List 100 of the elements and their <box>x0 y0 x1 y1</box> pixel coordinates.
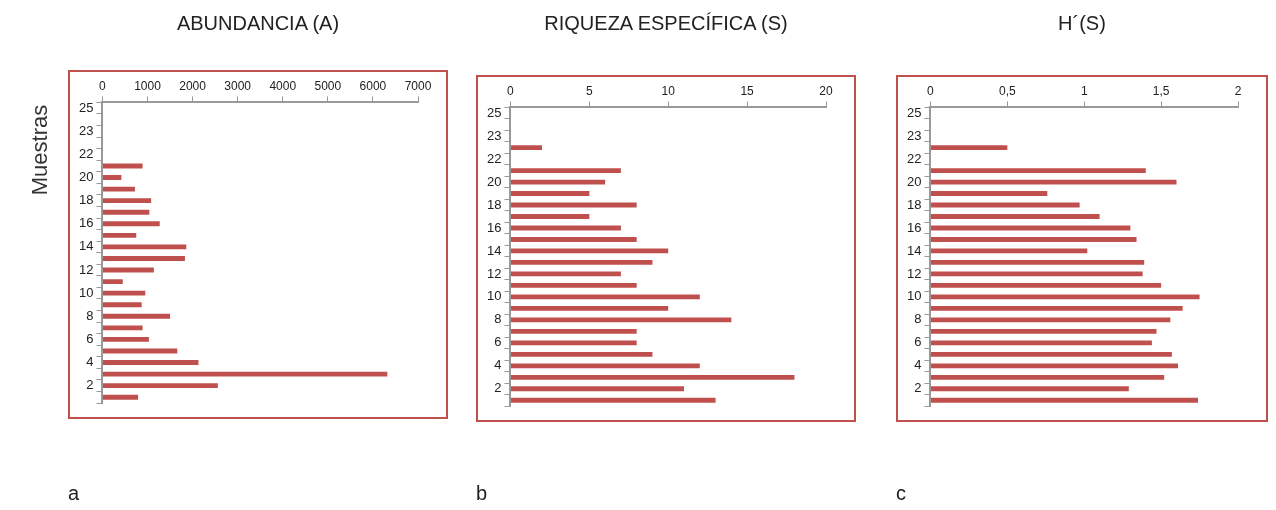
bar <box>510 340 637 346</box>
y-tick-label: 12 <box>78 261 94 277</box>
x-tick-label: 0 <box>507 83 515 98</box>
y-tick-label: 10 <box>906 288 922 304</box>
y-tick-label: 6 <box>86 330 94 346</box>
y-tick-label: 22 <box>78 146 94 162</box>
y-tick-label: 20 <box>906 173 922 189</box>
y-tick-label: 2 <box>494 380 502 396</box>
bar <box>930 294 1200 300</box>
bar <box>510 328 637 334</box>
bar <box>510 317 732 323</box>
y-tick-label: 18 <box>906 196 922 212</box>
y-tick-label: 22 <box>906 150 922 166</box>
y-tick-label: 8 <box>494 311 502 327</box>
text: b <box>476 482 488 505</box>
x-tick-label: 2000 <box>179 78 207 93</box>
bar <box>510 363 700 369</box>
bar <box>102 360 199 365</box>
x-tick-label: 15 <box>740 83 755 98</box>
y-tick-label: 14 <box>906 242 922 258</box>
x-tick-label: 1,5 <box>1152 83 1170 98</box>
bar <box>102 198 152 204</box>
y-tick-label: 8 <box>86 307 94 323</box>
x-tick-label: 1000 <box>134 78 162 93</box>
bar <box>930 191 1048 196</box>
bar <box>930 214 1100 219</box>
y-tick-label: 22 <box>486 150 502 166</box>
x-tick-label: 0,5 <box>999 83 1017 98</box>
bar <box>930 145 1008 151</box>
bar <box>930 340 1152 346</box>
bar <box>930 397 1199 403</box>
bar <box>102 394 139 400</box>
y-tick-label: 20 <box>486 173 502 189</box>
bar <box>510 294 700 300</box>
bar <box>102 336 149 342</box>
bar <box>102 279 123 285</box>
text: c <box>896 482 906 505</box>
bar <box>510 191 590 196</box>
bar <box>930 386 1129 392</box>
y-tick-label: 25 <box>906 104 922 120</box>
bar <box>102 313 171 319</box>
x-tick-label: 0 <box>99 78 107 93</box>
y-tick-label: 4 <box>86 354 94 370</box>
bar <box>102 221 160 227</box>
bar <box>102 371 388 377</box>
chart-title: ABUNDANCIA (A) <box>175 12 341 35</box>
bar <box>102 209 150 215</box>
bar <box>510 397 716 403</box>
bar <box>102 186 135 192</box>
chart-title: H´(S) <box>1057 12 1107 35</box>
bar <box>930 374 1165 380</box>
y-tick-label: 12 <box>906 265 922 281</box>
y-axis-title: Muestras <box>27 104 54 195</box>
bar <box>510 260 653 265</box>
bar <box>930 305 1183 311</box>
bar <box>102 256 185 261</box>
bar <box>510 283 637 288</box>
y-tick-label: 20 <box>78 169 94 185</box>
x-tick-label: 6000 <box>359 78 387 93</box>
y-tick-label: 14 <box>486 242 502 258</box>
y-tick-label: 4 <box>914 357 922 373</box>
bar <box>930 363 1179 369</box>
x-tick-label: 4000 <box>269 78 297 93</box>
bar <box>102 232 137 238</box>
bar <box>102 290 146 296</box>
y-tick-label: 14 <box>78 238 94 254</box>
x-tick-label: 7000 <box>404 78 432 93</box>
y-tick-label: 2 <box>86 377 94 393</box>
bar <box>102 175 122 180</box>
y-tick-label: 23 <box>78 122 94 138</box>
bar <box>930 168 1146 173</box>
bar <box>930 237 1137 242</box>
chart-title: RIQUEZA ESPECÍFICA (S) <box>543 12 789 35</box>
y-tick-label: 10 <box>78 284 94 300</box>
bar <box>510 305 669 311</box>
x-tick-label: 2 <box>1234 83 1242 98</box>
x-tick-label: 5 <box>586 83 593 98</box>
y-tick-label: 25 <box>486 104 502 120</box>
x-tick-label: 10 <box>661 83 676 98</box>
y-tick-label: 2 <box>914 380 922 396</box>
bar <box>930 328 1157 334</box>
y-tick-label: 16 <box>486 219 502 235</box>
bar <box>510 386 685 392</box>
x-tick-label: 1 <box>1080 83 1088 98</box>
y-tick-label: 18 <box>78 192 94 208</box>
y-tick-label: 18 <box>486 196 502 212</box>
bar <box>510 351 653 357</box>
bar <box>510 168 621 173</box>
bar <box>930 351 1172 357</box>
bar <box>510 214 590 219</box>
y-tick-label: 23 <box>906 127 922 143</box>
bar <box>930 260 1145 265</box>
y-tick-label: 12 <box>486 265 502 281</box>
bar <box>510 374 795 380</box>
bar <box>102 383 218 389</box>
y-tick-label: 23 <box>486 127 502 143</box>
text: a <box>68 482 80 505</box>
x-tick-label: 20 <box>819 83 833 98</box>
bar <box>510 145 543 151</box>
y-tick-label: 4 <box>494 357 502 373</box>
